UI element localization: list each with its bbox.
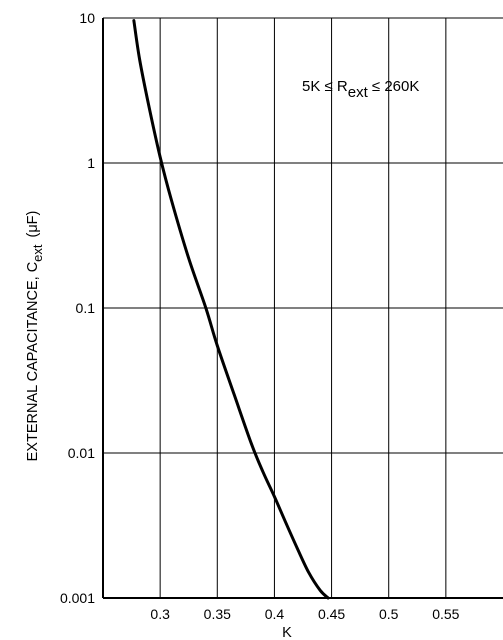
x-tick-labels: 0.3 0.35 0.4 0.45 0.5 0.55 [150,606,459,622]
y-tick-label-4: 10 [79,10,95,26]
annotation-sub: ext [348,84,369,101]
annotation-prefix: 5K ≤ R [302,78,348,95]
x-tick-label-2: 0.4 [265,606,285,622]
y-tick-label-0: 0.001 [60,590,95,606]
y-tick-label-2: 0.1 [76,300,96,316]
plot-frame [102,17,503,599]
curve-group [132,19,330,600]
grid [103,17,503,599]
annotation-suffix: ≤ 260K [368,78,420,95]
y-tick-label-3: 1 [87,155,95,171]
capacitance-curve [132,19,330,600]
y-axis-label: EXTERNAL CAPACITANCE, Cext (μF) [25,211,45,462]
y-axis-label-unit: (μF) [25,211,41,238]
x-tick-label-1: 0.35 [204,606,231,622]
x-axis-label: K [282,625,292,640]
y-axis-label-sub: ext [30,244,45,262]
x-tick-label-0: 0.3 [150,606,170,622]
y-axis-label-main: EXTERNAL CAPACITANCE, C [25,262,41,462]
y-tick-labels: 0.001 0.01 0.1 1 10 [60,10,95,606]
x-tick-label-4: 0.5 [379,606,399,622]
rext-range-annotation: 5K ≤ Rext ≤ 260K [302,78,419,101]
x-tick-label-5: 0.55 [432,606,459,622]
x-tick-label-3: 0.45 [318,606,345,622]
y-tick-label-1: 0.01 [68,445,95,461]
